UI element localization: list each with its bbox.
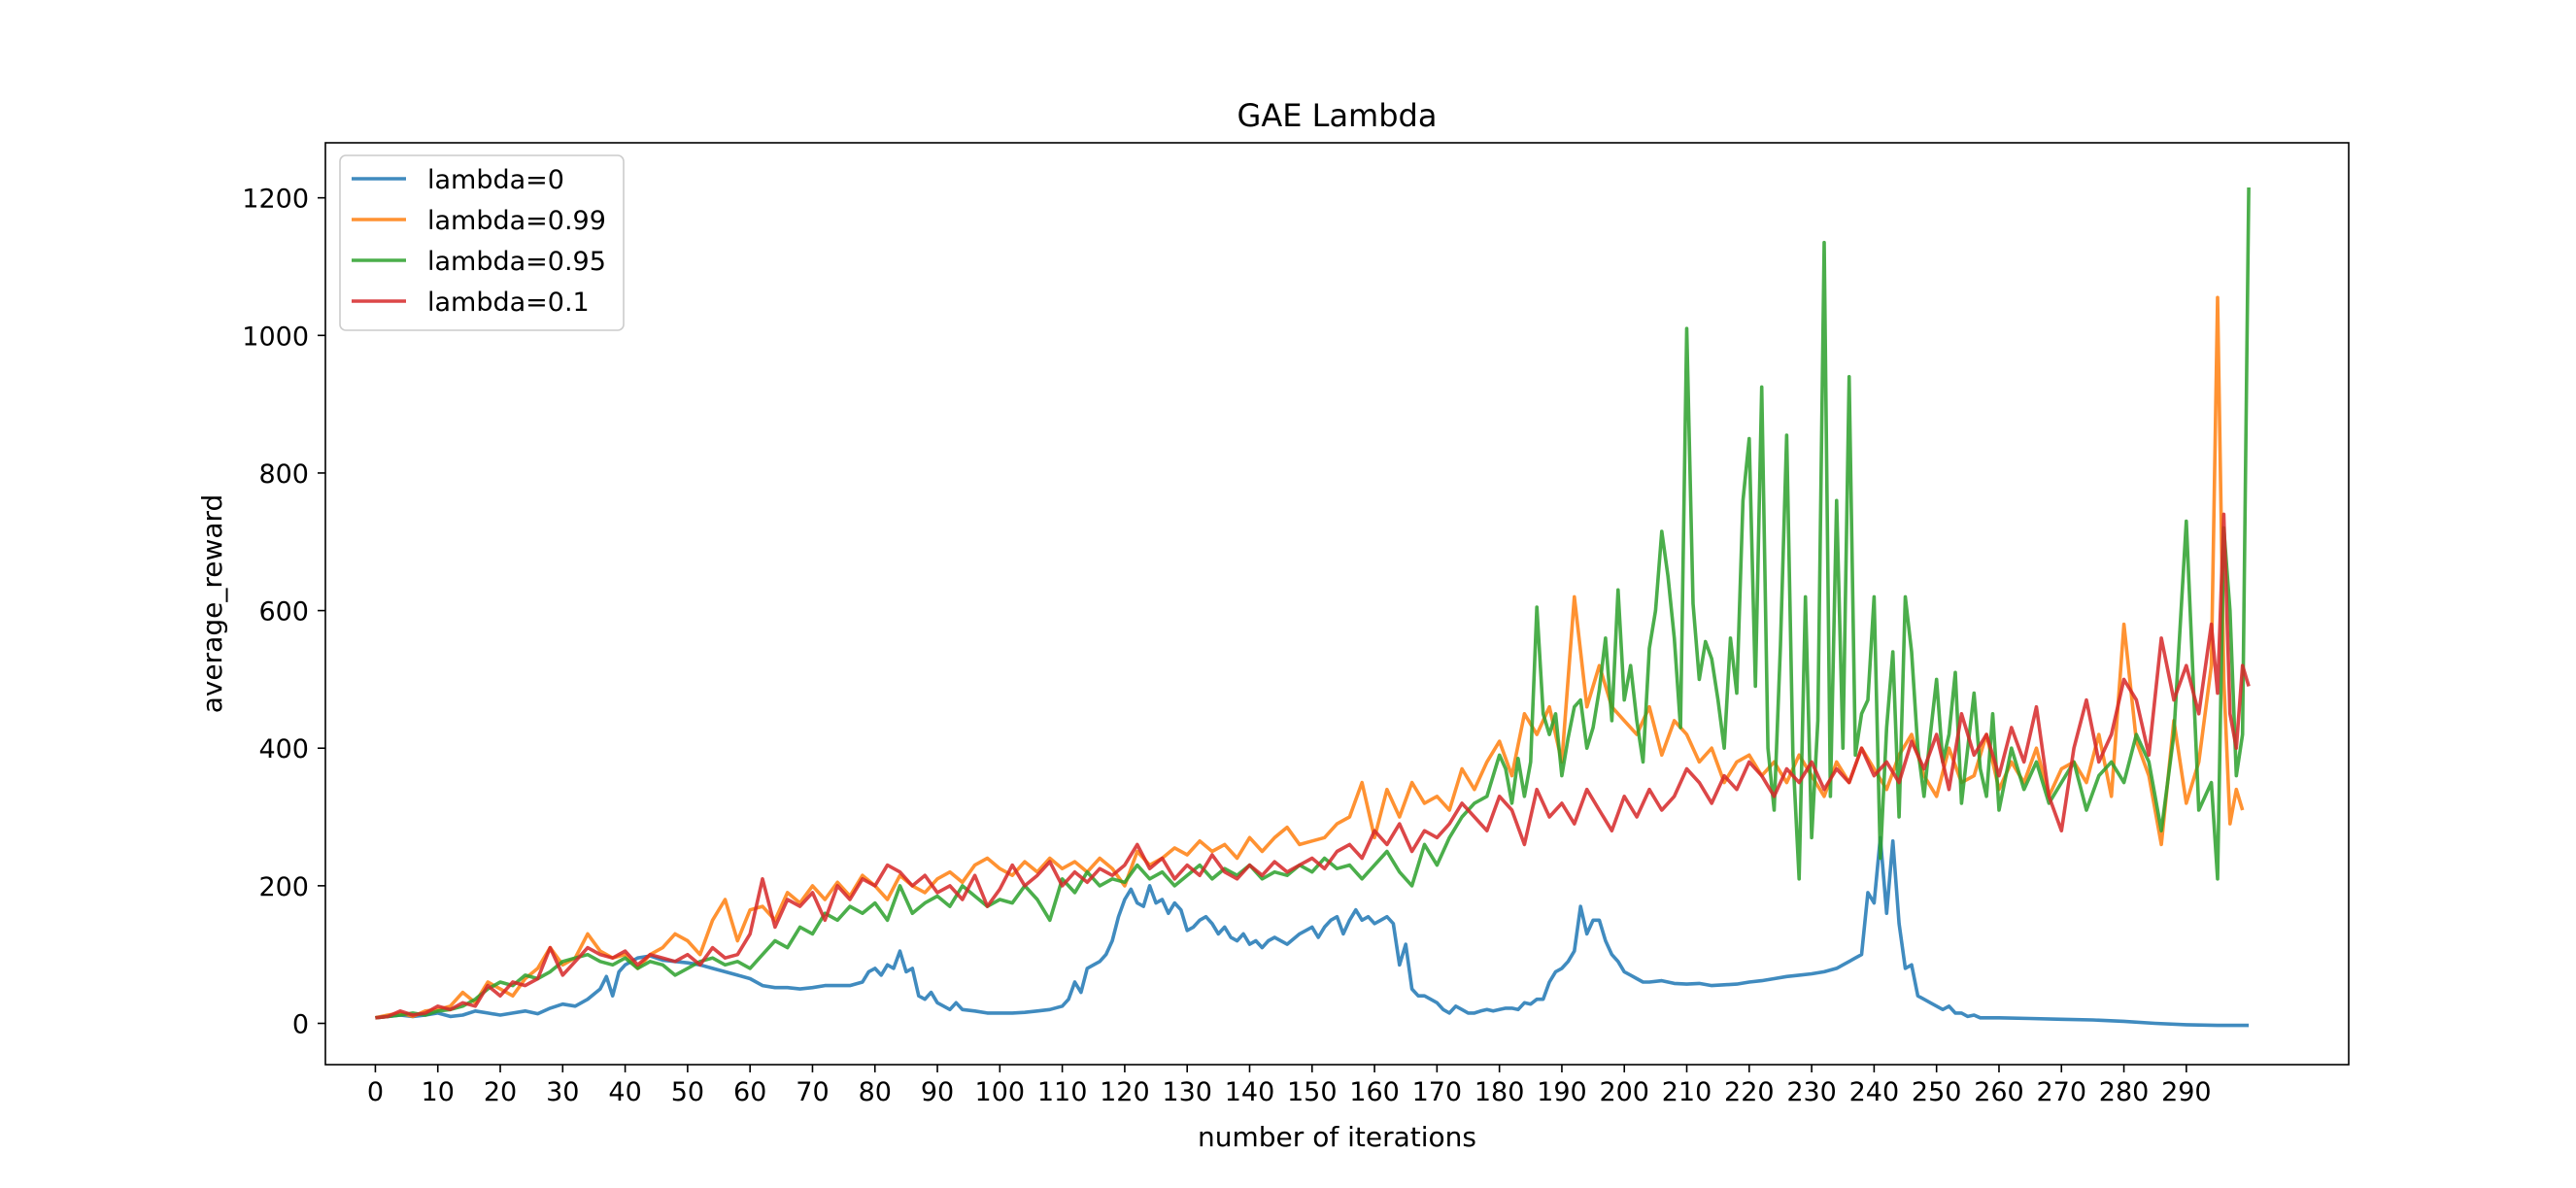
y-tick-label: 1200: [242, 185, 309, 215]
x-tick-label: 50: [671, 1077, 704, 1107]
x-tick-label: 260: [1974, 1077, 2024, 1107]
legend-box: [339, 154, 625, 331]
x-tick-label: 170: [1412, 1077, 1463, 1107]
legend-entry-label: lambda=0.99: [427, 206, 606, 236]
x-tick-label: 240: [1849, 1077, 1900, 1107]
y-tick-label: 400: [258, 734, 309, 764]
x-tick-label: 290: [2161, 1077, 2212, 1107]
legend: lambda=0 lambda=0.99 lambda=0.95 lambda=0.1: [339, 154, 625, 331]
x-tick-label: 150: [1287, 1077, 1338, 1107]
series-line-1: [375, 835, 2250, 1028]
y-tick-label: 600: [258, 597, 309, 628]
x-tick-label: 130: [1162, 1077, 1212, 1107]
y-tick-label: 0: [292, 1010, 309, 1040]
y-tick-label: 200: [258, 872, 309, 902]
x-tick-label: 40: [608, 1077, 641, 1107]
x-tick-label: 280: [2099, 1077, 2150, 1107]
y-axis-label: average_reward: [196, 494, 228, 714]
x-tick-label: 90: [921, 1077, 954, 1107]
x-axis-label: number of iterations: [1198, 1121, 1476, 1153]
plot-area: 0 10 20 30 40 50 60 70 80 90 100 110 120 130 140 150 160…: [242, 142, 2350, 1107]
x-tick-label: 160: [1349, 1077, 1400, 1107]
x-tick-label: 80: [859, 1077, 892, 1107]
legend-entry-label: lambda=0.1: [427, 288, 590, 318]
series-line-3: [375, 187, 2251, 1020]
x-tick-label: 250: [1912, 1077, 1962, 1107]
x-tick-label: 180: [1474, 1077, 1525, 1107]
x-tick-label: 210: [1662, 1077, 1712, 1107]
x-tick-label: 0: [367, 1077, 384, 1107]
legend-entry-label: lambda=0: [427, 165, 564, 195]
series-line-2: [375, 295, 2245, 1020]
y-tick-label: 800: [258, 459, 309, 490]
legend-entry-label: lambda=0.95: [427, 247, 606, 277]
x-tick-label: 30: [546, 1077, 579, 1107]
x-tick-label: 200: [1599, 1077, 1649, 1107]
x-tick-label: 230: [1786, 1077, 1837, 1107]
chart-title: GAE Lambda: [1237, 97, 1438, 134]
series-line-4: [375, 512, 2251, 1020]
x-tick-label: 220: [1724, 1077, 1775, 1107]
y-tick-label: 1000: [242, 322, 309, 352]
x-tick-label: 20: [484, 1077, 517, 1107]
x-tick-label: 140: [1225, 1077, 1275, 1107]
x-tick-label: 190: [1537, 1077, 1587, 1107]
x-tick-label: 100: [975, 1077, 1026, 1107]
x-tick-label: 270: [2036, 1077, 2086, 1107]
x-tick-label: 70: [796, 1077, 829, 1107]
plot-frame: [324, 142, 2350, 1066]
x-tick-label: 120: [1100, 1077, 1150, 1107]
x-tick-label: 60: [733, 1077, 766, 1107]
x-tick-label: 10: [422, 1077, 455, 1107]
x-tick-label: 110: [1037, 1077, 1088, 1107]
